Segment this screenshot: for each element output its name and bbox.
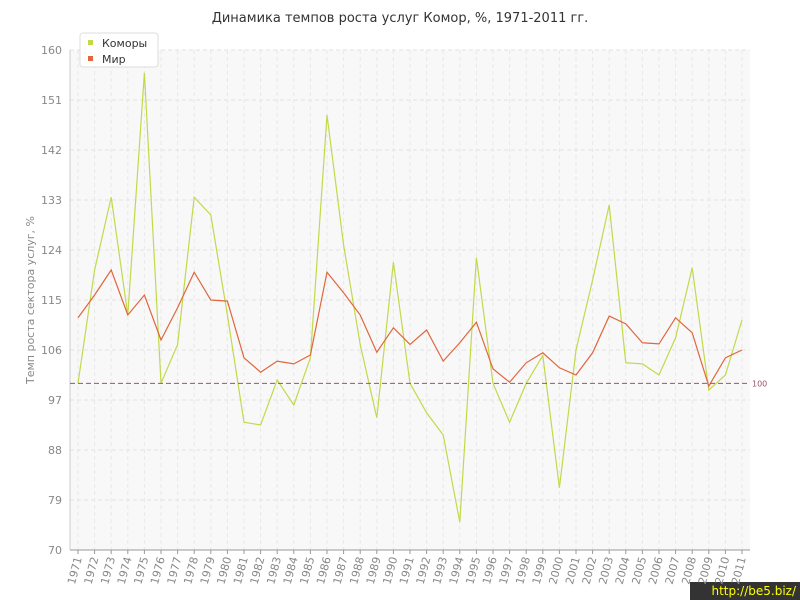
y-tick-label: 88 — [48, 444, 62, 457]
y-tick-label: 133 — [41, 194, 62, 207]
x-tick-label: 2011 — [729, 555, 749, 585]
y-tick-label: 151 — [41, 94, 62, 107]
y-axis-label: Темп роста сектора услуг, % — [24, 216, 37, 385]
grid — [70, 49, 750, 551]
y-tick-label: 115 — [41, 294, 62, 307]
legend-swatch — [88, 56, 93, 61]
watermark: http://be5.biz/ — [711, 584, 796, 598]
series-line — [77, 268, 743, 388]
legend-label: Коморы — [102, 37, 147, 50]
y-tick-label: 106 — [41, 344, 62, 357]
reference-label: 100 — [752, 379, 767, 388]
legend-box — [79, 32, 159, 68]
y-tick-label: 160 — [41, 44, 62, 57]
y-tick-label: 97 — [48, 394, 62, 407]
watermark-bg — [690, 582, 800, 600]
chart-title: Динамика темпов роста услуг Комор, %, 19… — [212, 11, 589, 26]
legend-swatch — [88, 40, 93, 45]
y-tick-label: 70 — [48, 544, 62, 557]
y-tick-label: 142 — [41, 144, 62, 157]
y-tick-label: 79 — [48, 494, 62, 507]
legend: Коморы Мир — [79, 32, 159, 68]
y-tick-label: 124 — [41, 244, 62, 257]
legend-label: Мир — [102, 53, 126, 66]
